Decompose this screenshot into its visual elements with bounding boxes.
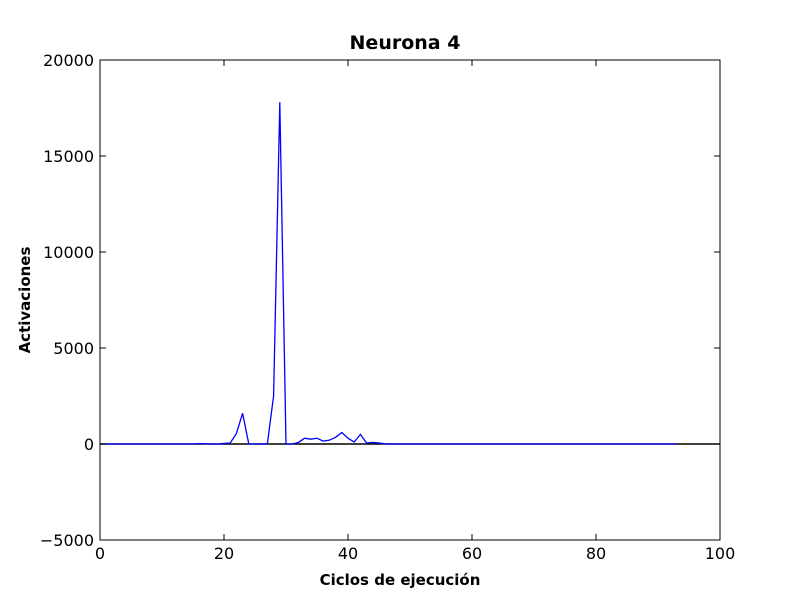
chart-title: Neurona 4 <box>350 32 461 54</box>
y-tick-label: 15000 <box>43 147 94 166</box>
y-tick-label: −5000 <box>40 531 94 550</box>
x-tick-label: 80 <box>586 544 606 563</box>
y-tick-label: 5000 <box>53 339 94 358</box>
plot-area <box>100 102 720 445</box>
x-tick-label: 60 <box>462 544 482 563</box>
series-line-0 <box>100 102 677 445</box>
y-tick-label: 0 <box>84 435 94 454</box>
x-tick-label: 0 <box>95 544 105 563</box>
x-tick-label: 100 <box>705 544 736 563</box>
plot-frame <box>99 59 721 541</box>
y-axis-label: Activaciones <box>16 247 34 354</box>
y-tick-label: 20000 <box>43 51 94 70</box>
y-tick-label: 10000 <box>43 243 94 262</box>
x-tick-label: 20 <box>214 544 234 563</box>
x-tick-label: 40 <box>338 544 358 563</box>
x-axis-label: Ciclos de ejecución <box>320 571 481 589</box>
